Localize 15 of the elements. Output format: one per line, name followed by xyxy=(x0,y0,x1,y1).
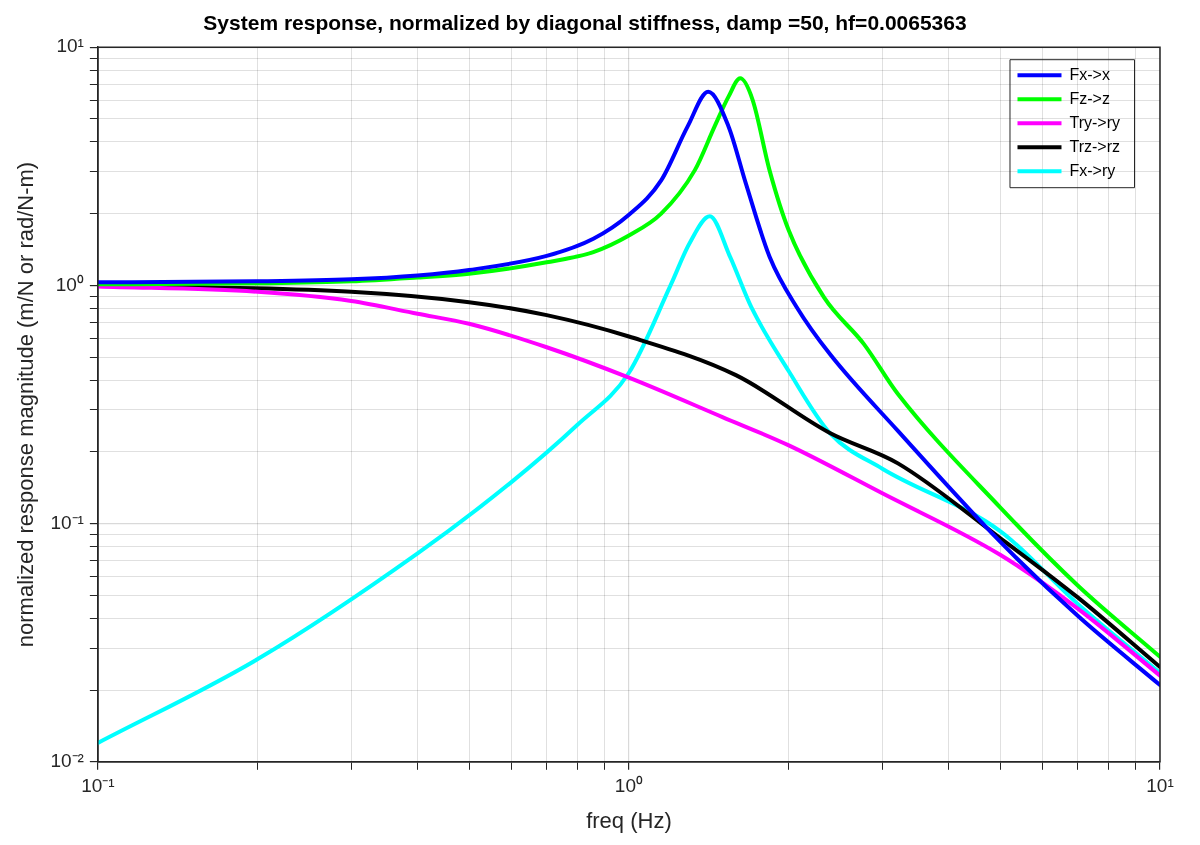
y-tick-label: 10⁰ xyxy=(55,273,84,295)
x-tick-label: 10⁻¹ xyxy=(81,775,115,797)
legend-label: Try->ry xyxy=(1069,113,1121,131)
y-axis-title: normalized response magnitude (m/N or rad/N-m) xyxy=(13,161,39,648)
x-axis-title: freq (Hz) xyxy=(586,807,672,833)
y-tick-label: 10¹ xyxy=(56,35,84,57)
legend-label: Fz->z xyxy=(1069,89,1110,107)
y-tick-label: 10⁻² xyxy=(50,750,84,772)
y-tick-label: 10⁻¹ xyxy=(50,511,84,533)
x-tick-label: 10¹ xyxy=(1146,775,1174,797)
x-tick-label: 10⁰ xyxy=(614,775,643,797)
legend-label: Fx->x xyxy=(1069,65,1110,83)
legend-label: Fx->ry xyxy=(1069,161,1116,179)
legend-label: Trz->rz xyxy=(1069,137,1121,155)
chart-title: System response, normalized by diagonal stiffness, damp =50, hf=0.0065363 xyxy=(203,11,967,35)
